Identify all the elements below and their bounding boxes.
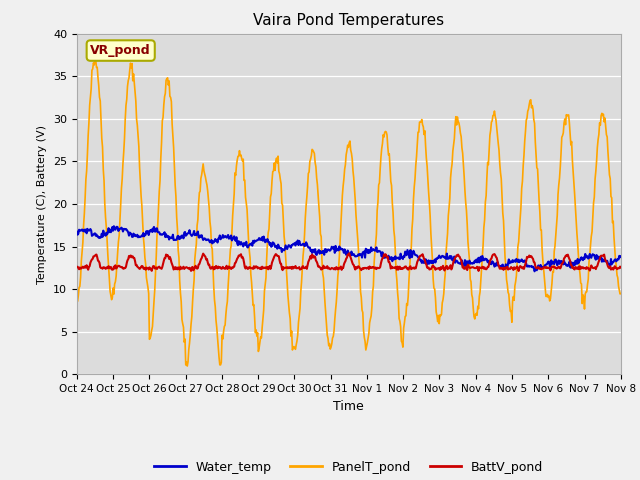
Y-axis label: Temperature (C), Battery (V): Temperature (C), Battery (V) (37, 124, 47, 284)
PanelT_pond (184, 363, 191, 369)
BattV_pond (617, 264, 625, 270)
BattV_pond (223, 263, 230, 269)
Water_temp (531, 268, 538, 274)
BattV_pond (416, 254, 424, 260)
Water_temp (110, 223, 118, 229)
Legend: Water_temp, PanelT_pond, BattV_pond: Water_temp, PanelT_pond, BattV_pond (149, 456, 548, 479)
PanelT_pond (83, 168, 90, 174)
Water_temp (431, 260, 439, 265)
Title: Vaira Pond Temperatures: Vaira Pond Temperatures (253, 13, 444, 28)
Water_temp (83, 230, 90, 236)
BattV_pond (346, 251, 353, 256)
PanelT_pond (224, 283, 232, 289)
Water_temp (416, 256, 424, 262)
Water_temp (73, 229, 81, 235)
Text: VR_pond: VR_pond (90, 44, 151, 57)
PanelT_pond (433, 309, 440, 315)
BattV_pond (515, 268, 522, 274)
Water_temp (140, 230, 147, 236)
BattV_pond (83, 263, 90, 268)
Line: Water_temp: Water_temp (77, 226, 621, 271)
PanelT_pond (617, 291, 625, 297)
BattV_pond (431, 267, 439, 273)
Line: PanelT_pond: PanelT_pond (77, 60, 621, 366)
PanelT_pond (73, 298, 81, 303)
PanelT_pond (140, 234, 147, 240)
BattV_pond (73, 264, 81, 270)
Water_temp (223, 234, 231, 240)
PanelT_pond (196, 190, 204, 195)
Line: BattV_pond: BattV_pond (77, 253, 621, 271)
Water_temp (617, 253, 625, 259)
PanelT_pond (417, 120, 424, 125)
X-axis label: Time: Time (333, 400, 364, 413)
BattV_pond (139, 264, 147, 269)
PanelT_pond (92, 57, 100, 63)
Water_temp (195, 234, 202, 240)
BattV_pond (194, 265, 202, 271)
